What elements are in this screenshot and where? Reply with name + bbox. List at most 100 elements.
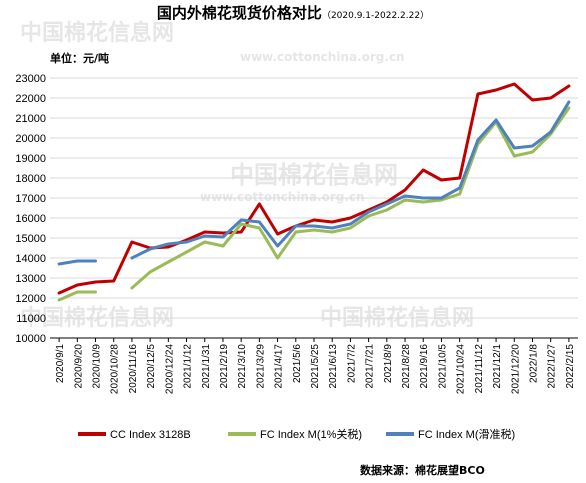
- data-point-fc-index-m-sliding: [331, 226, 334, 230]
- data-point-fc-index-m-sliding: [240, 218, 243, 222]
- y-tick-label: 19000: [15, 153, 46, 165]
- data-point-fc-index-m-sliding: [312, 224, 316, 228]
- data-point-fc-index-m-sliding: [494, 118, 498, 122]
- data-point-cc-index-3128b: [203, 230, 206, 234]
- data-point-fc-index-m-sliding: [276, 244, 279, 248]
- data-point-fc-index-m-1pct: [331, 230, 334, 234]
- legend-label-cc-index-3128b: CC Index 3128B: [110, 429, 191, 441]
- data-point-fc-index-m-1pct: [94, 290, 97, 294]
- x-tick-label: 2021/10/24: [456, 344, 467, 394]
- data-point-cc-index-3128b: [513, 82, 516, 86]
- x-tick-label: 2021/8/28: [401, 344, 412, 389]
- data-point-fc-index-m-1pct: [148, 270, 152, 274]
- data-point-fc-index-m-sliding: [57, 262, 61, 266]
- data-point-fc-index-m-sliding: [130, 256, 134, 260]
- data-point-fc-index-m-sliding: [349, 222, 352, 226]
- data-point-cc-index-3128b: [130, 240, 134, 244]
- y-tick-label: 18000: [15, 173, 46, 185]
- data-point-fc-index-m-1pct: [531, 150, 534, 154]
- data-point-fc-index-m-sliding: [422, 196, 425, 200]
- data-point-cc-index-3128b: [221, 231, 225, 235]
- x-tick-label: 2021/3/29: [255, 344, 266, 389]
- y-axis-unit-label: 单位：元/吨: [50, 52, 110, 65]
- data-point-fc-index-m-sliding: [549, 130, 552, 134]
- data-point-fc-index-m-sliding: [76, 259, 79, 263]
- x-tick-label: 2020/10/28: [110, 344, 121, 394]
- data-point-cc-index-3128b: [112, 279, 115, 283]
- y-tick-label: 11000: [16, 313, 46, 325]
- x-tick-label: 2022/2/15: [565, 344, 576, 389]
- x-tick-label: 2021/5/25: [310, 344, 321, 389]
- x-tick-label: 2021/2/19: [219, 344, 230, 389]
- data-point-fc-index-m-sliding: [94, 259, 97, 263]
- y-tick-label: 23000: [15, 73, 46, 85]
- data-point-fc-index-m-1pct: [221, 244, 225, 248]
- x-tick-label: 2021/9/16: [419, 344, 430, 389]
- series-lines: [57, 82, 571, 302]
- data-point-cc-index-3128b: [276, 232, 279, 236]
- data-point-fc-index-m-sliding: [167, 242, 170, 246]
- data-point-fc-index-m-sliding: [440, 196, 443, 200]
- data-point-fc-index-m-1pct: [167, 260, 170, 264]
- x-tick-label: 2020/9/1: [55, 344, 66, 383]
- y-tick-label: 12000: [15, 293, 46, 305]
- x-tick-label: 2021/10/5: [437, 344, 448, 389]
- data-point-cc-index-3128b: [422, 168, 425, 172]
- watermark-url-2: www.cottonchina.org.cn: [200, 190, 365, 204]
- data-point-cc-index-3128b: [312, 218, 316, 222]
- data-point-cc-index-3128b: [57, 291, 61, 295]
- chart-title-main: 国内外棉花现货价格对比: [156, 4, 322, 22]
- chart-title: 国内外棉花现货价格对比（2020.9.1-2022.2.22）: [0, 2, 586, 23]
- data-point-fc-index-m-1pct: [403, 198, 407, 202]
- chart-title-date-range: （2020.9.1-2022.2.22）: [321, 11, 430, 21]
- data-point-fc-index-m-sliding: [221, 235, 225, 239]
- data-point-cc-index-3128b: [476, 92, 480, 96]
- data-point-fc-index-m-1pct: [258, 226, 261, 230]
- data-point-cc-index-3128b: [94, 280, 97, 284]
- data-point-fc-index-m-sliding: [567, 100, 571, 104]
- y-tick-label: 14000: [15, 253, 46, 265]
- x-tick-label: 2021/5/6: [292, 344, 303, 383]
- data-point-cc-index-3128b: [240, 230, 243, 234]
- data-point-fc-index-m-1pct: [57, 298, 61, 302]
- data-point-cc-index-3128b: [349, 216, 352, 220]
- y-axis-ticks: 10000 11000 12000 13000 14000 15000 16000 17000…: [15, 73, 46, 345]
- data-point-cc-index-3128b: [567, 84, 571, 88]
- watermark-url-1: www.cottonchina.org.cn: [240, 50, 405, 64]
- legend: CC Index 3128B FC Index M(1%关税) FC Index M…: [78, 427, 515, 441]
- data-point-fc-index-m-sliding: [513, 146, 516, 150]
- data-point-fc-index-m-sliding: [294, 224, 297, 228]
- x-tick-label: 2020/11/16: [128, 344, 139, 394]
- watermark-brand-2: 中国棉花信息网: [230, 161, 398, 189]
- y-tick-label: 20000: [15, 133, 46, 145]
- data-point-cc-index-3128b: [76, 283, 79, 287]
- x-tick-label: 2021/1/31: [201, 344, 212, 389]
- data-point-fc-index-m-sliding: [258, 220, 261, 224]
- x-tick-label: 2021/6/13: [328, 344, 339, 389]
- series-line-cc-index-3128b: [57, 82, 571, 295]
- data-point-fc-index-m-1pct: [385, 208, 388, 212]
- y-tick-label: 22000: [15, 93, 46, 105]
- x-tick-label: 2021/7/21: [365, 344, 376, 389]
- x-tick-label: 2021/4/17: [274, 344, 285, 389]
- data-point-fc-index-m-sliding: [476, 138, 480, 142]
- data-source: 数据来源：棉花展望BCO: [360, 464, 485, 477]
- data-point-fc-index-m-sliding: [185, 240, 188, 244]
- data-point-fc-index-m-1pct: [276, 256, 279, 260]
- series-line-fc-index-m-1pct: [57, 290, 97, 302]
- data-point-cc-index-3128b: [167, 245, 170, 249]
- x-tick-label: 2021/12/20: [510, 344, 521, 394]
- x-tick-label: 2022/1/27: [547, 344, 558, 389]
- data-point-fc-index-m-sliding: [367, 210, 370, 214]
- data-point-cc-index-3128b: [403, 188, 407, 192]
- data-point-cc-index-3128b: [458, 176, 461, 180]
- y-tick-label: 15000: [15, 233, 46, 245]
- y-tick-label: 13000: [15, 273, 46, 285]
- data-point-fc-index-m-sliding: [458, 186, 461, 190]
- data-point-cc-index-3128b: [440, 178, 443, 182]
- data-point-cc-index-3128b: [494, 88, 498, 92]
- x-axis-ticks: 2020/9/1 2020/9/20 2020/10/9 2020/10/28 2020…: [55, 338, 576, 394]
- gridlines: [50, 77, 578, 319]
- data-point-fc-index-m-1pct: [422, 200, 425, 204]
